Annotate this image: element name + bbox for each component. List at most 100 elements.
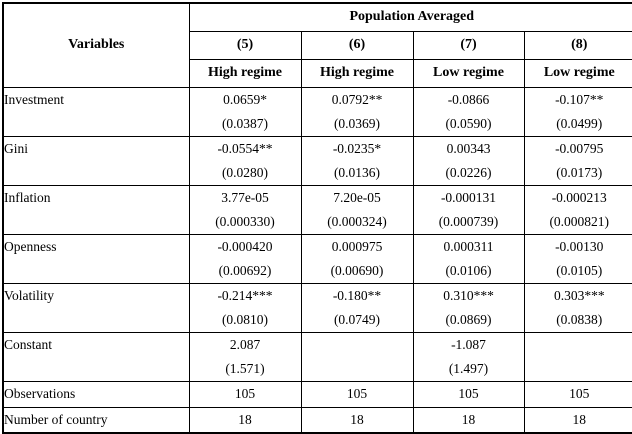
row-label: Openness	[2, 233, 190, 284]
coef-cell: -0.214*** (0.0810)	[188, 282, 302, 333]
se-value: (0.0173)	[556, 164, 603, 180]
se-value: (0.0590)	[445, 115, 492, 131]
se-value: (0.0280)	[221, 164, 269, 180]
se-value: (0.0499)	[556, 115, 603, 131]
table-row: Openness -0.000420 (0.00692) 0.000975 (0…	[2, 233, 632, 284]
summary-value: 105	[300, 380, 414, 408]
row-label: Constant	[2, 331, 190, 382]
coef-cell: 0.310*** (0.0869)	[412, 282, 525, 333]
se-value: (0.000739)	[438, 213, 499, 229]
coef-cell: -0.000420 (0.00692)	[188, 233, 302, 284]
coef-value: 3.77e-05	[221, 189, 269, 205]
se-value: (0.0387)	[221, 115, 269, 131]
coef-cell: -0.000131 (0.000739)	[412, 184, 525, 235]
coef-value: -0.0554**	[217, 140, 273, 156]
coef-value: 0.0659*	[223, 91, 267, 107]
coef-cell: -0.0554** (0.0280)	[188, 135, 302, 186]
coef-cell: -0.0866 (0.0590)	[412, 86, 525, 137]
coef-cell: -0.180** (0.0749)	[300, 282, 414, 333]
summary-value: 18	[412, 406, 525, 434]
se-value: (0.0749)	[333, 311, 381, 327]
table-row: Number of country 18 18 18 18	[2, 406, 632, 434]
row-label: Number of country	[2, 406, 190, 434]
se-value: (0.000330)	[215, 213, 275, 229]
column-regime-cell: Low regime	[523, 58, 632, 88]
table-row: Constant 2.087 (1.571) -1.087 (1.497)	[2, 331, 632, 382]
table-row: Volatility -0.214*** (0.0810) -0.180** (…	[2, 282, 632, 333]
se-value: (0.00692)	[218, 262, 272, 278]
coef-value: 0.000311	[443, 238, 494, 254]
coef-value: -0.0235*	[332, 140, 382, 156]
se-value: (0.000821)	[549, 213, 610, 229]
variables-header-cell: Variables	[2, 2, 190, 88]
coef-value: -0.00795	[555, 140, 604, 156]
summary-value: 18	[523, 406, 632, 434]
se-value: (0.0106)	[445, 262, 492, 278]
se-value: (0.000324)	[327, 213, 387, 229]
summary-value: 105	[412, 380, 525, 408]
se-value: (0.00690)	[330, 262, 384, 278]
coef-cell: 3.77e-05 (0.000330)	[188, 184, 302, 235]
coef-cell: -0.0235* (0.0136)	[300, 135, 414, 186]
coef-value: 0.00343	[446, 140, 491, 156]
column-regime-cell: Low regime	[412, 58, 525, 88]
coef-value: -0.000131	[440, 189, 497, 205]
se-value: (0.0226)	[445, 164, 492, 180]
summary-value: 18	[300, 406, 414, 434]
coef-value: 7.20e-05	[333, 189, 381, 205]
se-value: (0.0105)	[556, 262, 603, 278]
coef-value: -1.087	[451, 336, 486, 352]
coef-cell: -1.087 (1.497)	[412, 331, 525, 382]
se-value: (0.0369)	[333, 115, 381, 131]
row-label: Volatility	[2, 282, 190, 333]
row-label: Inflation	[2, 184, 190, 235]
summary-value: 105	[188, 380, 302, 408]
coef-cell	[523, 331, 632, 382]
coef-cell: -0.00130 (0.0105)	[523, 233, 632, 284]
coef-value: 0.303***	[553, 287, 605, 303]
row-label: Observations	[2, 380, 190, 408]
coef-cell: 0.303*** (0.0838)	[523, 282, 632, 333]
se-value: (0.0838)	[556, 311, 603, 327]
coef-cell: -0.000213 (0.000821)	[523, 184, 632, 235]
coef-value: -0.214***	[217, 287, 273, 303]
group-header-cell: Population Averaged	[188, 2, 632, 32]
coef-value: -0.180**	[332, 287, 382, 303]
coef-value: -0.000420	[217, 238, 273, 254]
se-value: (1.497)	[448, 360, 489, 376]
column-number-cell: (6)	[300, 30, 414, 60]
column-regime-cell: High regime	[300, 58, 414, 88]
se-value: (1.571)	[225, 360, 265, 376]
coef-cell: 0.000975 (0.00690)	[300, 233, 414, 284]
coef-value: 0.310***	[443, 287, 494, 303]
se-value: (0.0136)	[333, 164, 381, 180]
coef-value: -0.00130	[555, 238, 604, 254]
coef-cell: 0.0659* (0.0387)	[188, 86, 302, 137]
coef-value: -0.107**	[555, 91, 604, 107]
coef-cell: 2.087 (1.571)	[188, 331, 302, 382]
coef-value: -0.000213	[551, 189, 607, 205]
column-number-cell: (8)	[523, 30, 632, 60]
table-row: Inflation 3.77e-05 (0.000330) 7.20e-05 (…	[2, 184, 632, 235]
coef-cell: 7.20e-05 (0.000324)	[300, 184, 414, 235]
coef-cell: -0.107** (0.0499)	[523, 86, 632, 137]
se-value: (0.0810)	[221, 311, 269, 327]
se-value: (0.0869)	[445, 311, 492, 327]
coef-value: -0.0866	[447, 91, 490, 107]
coef-cell: 0.00343 (0.0226)	[412, 135, 525, 186]
coef-value: 0.0792**	[331, 91, 383, 107]
summary-value: 18	[188, 406, 302, 434]
row-label: Investment	[2, 86, 190, 137]
coef-value: 0.000975	[331, 238, 383, 254]
table-row: Gini -0.0554** (0.0280) -0.0235* (0.0136…	[2, 135, 632, 186]
summary-value: 105	[523, 380, 632, 408]
coef-cell: -0.00795 (0.0173)	[523, 135, 632, 186]
table-row: Observations 105 105 105 105	[2, 380, 632, 408]
coef-cell: 0.000311 (0.0106)	[412, 233, 525, 284]
column-regime-cell: High regime	[188, 58, 302, 88]
row-label: Gini	[2, 135, 190, 186]
coef-cell: 0.0792** (0.0369)	[300, 86, 414, 137]
column-number-cell: (5)	[188, 30, 302, 60]
